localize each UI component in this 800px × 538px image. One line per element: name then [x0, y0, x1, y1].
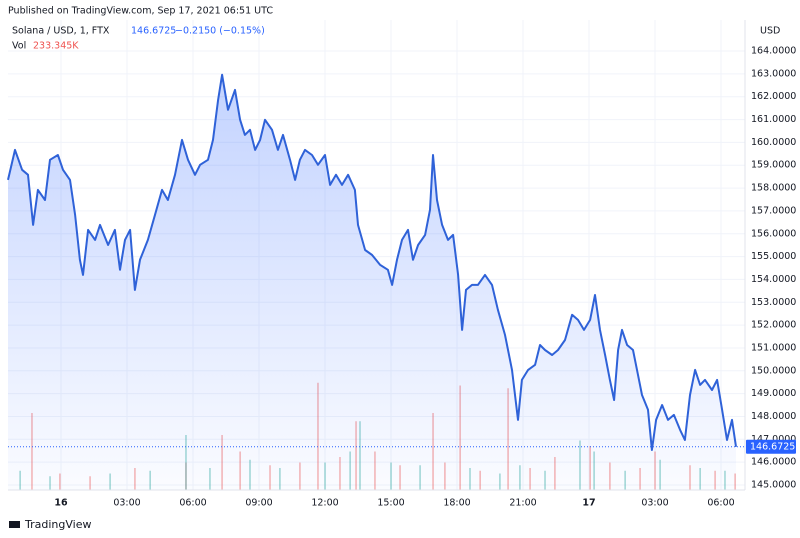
- area-fill: [8, 74, 736, 491]
- y-tick-label: 145.0000: [751, 479, 796, 490]
- y-tick-label: 147.0000: [751, 434, 796, 445]
- y-tick-label: 154.0000: [751, 274, 796, 285]
- currency: USD: [760, 26, 780, 37]
- y-tick-label: 164.0000: [751, 46, 796, 57]
- x-tick-label: 15:00: [377, 498, 404, 509]
- x-tick-label: 16: [54, 498, 68, 509]
- x-tick-label: 09:00: [245, 498, 272, 509]
- volume-label: Vol: [12, 41, 26, 52]
- y-tick-label: 158.0000: [751, 183, 796, 194]
- x-tick-label: 17: [582, 498, 595, 509]
- y-tick-label: 155.0000: [751, 251, 796, 262]
- x-tick-label: 06:00: [179, 498, 206, 509]
- y-tick-label: 149.0000: [751, 388, 796, 399]
- published-note: Published on TradingView.com, Sep 17, 20…: [8, 6, 273, 17]
- y-tick-label: 157.0000: [751, 205, 796, 216]
- y-tick-label: 156.0000: [751, 228, 796, 239]
- y-tick-label: 159.0000: [751, 160, 796, 171]
- x-tick-label: 12:00: [311, 498, 338, 509]
- y-tick-label: 162.0000: [751, 91, 796, 102]
- brand-logo: TradingView: [9, 518, 91, 531]
- brand: TradingView: [24, 518, 91, 531]
- x-tick-label: 03:00: [113, 498, 140, 509]
- last-price: 146.6725: [131, 26, 176, 37]
- y-tick-label: 150.0000: [751, 365, 796, 376]
- change: −0.2150 (−0.15%): [175, 26, 265, 37]
- x-tick-label: 21:00: [509, 498, 536, 509]
- x-tick-label: 06:00: [707, 498, 734, 509]
- y-tick-label: 151.0000: [751, 342, 796, 353]
- y-tick-label: 152.0000: [751, 320, 796, 331]
- y-tick-label: 153.0000: [751, 297, 796, 308]
- volume-value: 233.345K: [33, 41, 79, 52]
- y-tick-label: 160.0000: [751, 137, 796, 148]
- y-tick-label: 146.0000: [751, 457, 796, 468]
- last-price-box: [746, 439, 796, 454]
- symbol: Solana / USD, 1, FTX: [12, 26, 110, 37]
- x-tick-label: 03:00: [641, 498, 668, 509]
- y-tick-label: 163.0000: [751, 68, 796, 79]
- x-tick-label: 18:00: [443, 498, 470, 509]
- last-price-label: 146.6725: [750, 441, 795, 452]
- y-tick-label: 161.0000: [751, 114, 796, 125]
- price-line: [7, 73, 737, 451]
- y-tick-label: 148.0000: [751, 411, 796, 422]
